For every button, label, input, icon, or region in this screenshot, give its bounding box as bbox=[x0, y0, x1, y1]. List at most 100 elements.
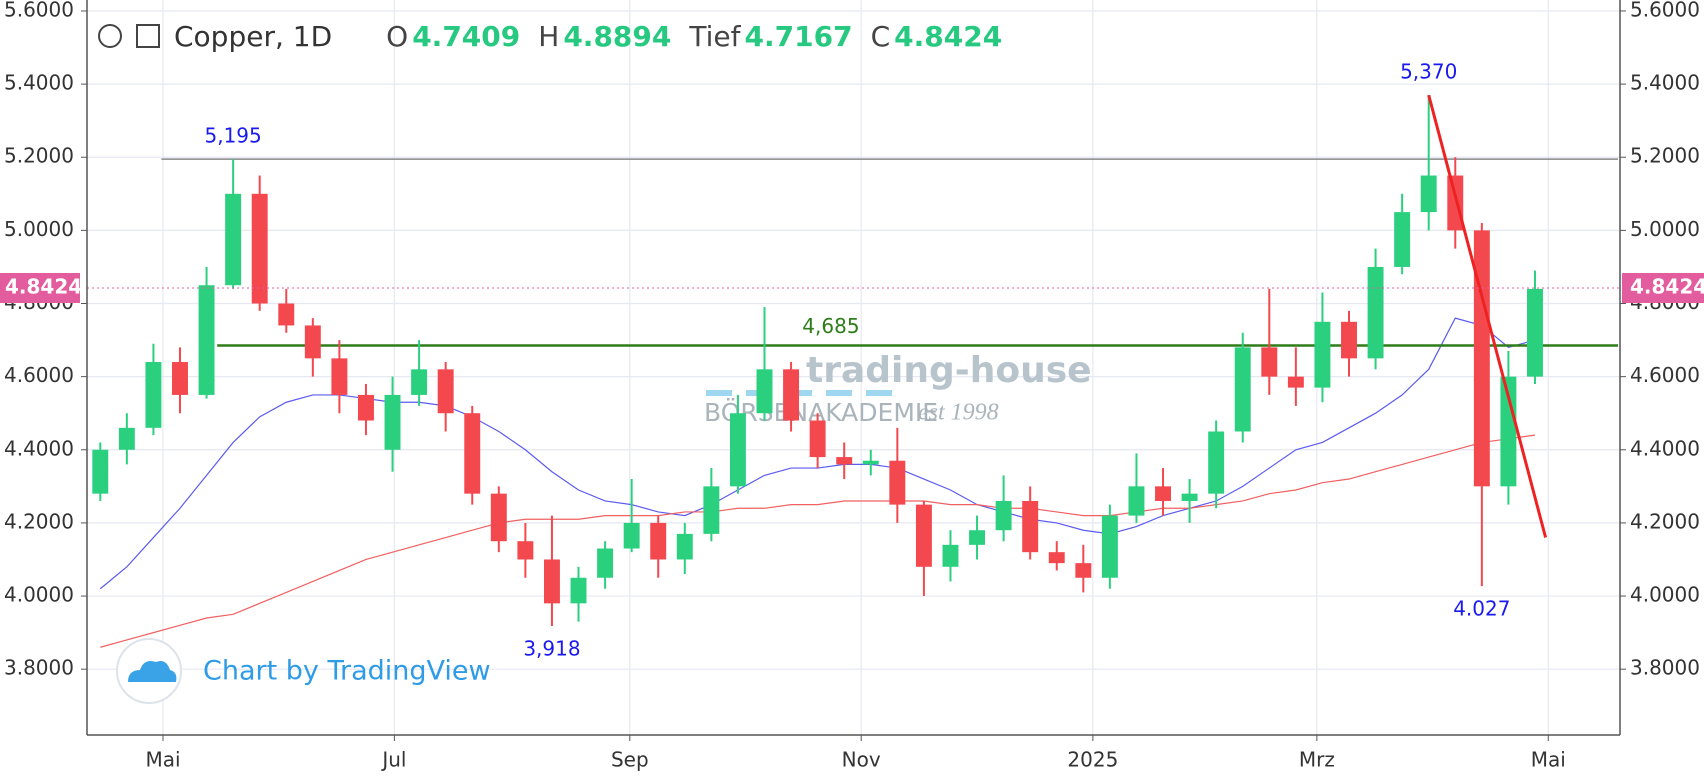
y2-tick-label: 4.6000 bbox=[1630, 363, 1700, 387]
candle-body bbox=[703, 486, 720, 534]
y2-tick-label: 4.2000 bbox=[1630, 509, 1700, 533]
y-tick-label: 3.8000 bbox=[4, 656, 74, 680]
x-tick-label: 2025 bbox=[1067, 748, 1118, 772]
last-price-label: 4.8424 bbox=[1630, 275, 1704, 299]
annotation: 4.027 bbox=[1453, 597, 1510, 621]
compare-icon[interactable] bbox=[136, 24, 160, 48]
y2-tick-label: 4.0000 bbox=[1630, 583, 1700, 607]
candle-body bbox=[836, 457, 853, 465]
candle-body bbox=[1075, 563, 1092, 578]
candle-body bbox=[145, 362, 162, 428]
ohlc-value: 4.8424 bbox=[894, 19, 1003, 53]
x-tick-label: Mrz bbox=[1299, 748, 1335, 772]
y-tick-label: 4.6000 bbox=[4, 363, 74, 387]
candle-body bbox=[1420, 175, 1437, 213]
candle-body bbox=[1155, 486, 1171, 501]
candle-body bbox=[172, 362, 188, 395]
candle-body bbox=[1527, 288, 1543, 377]
annotation: 3,918 bbox=[523, 637, 580, 661]
candle-body bbox=[676, 533, 693, 560]
ohlc-value: 4.7409 bbox=[412, 19, 521, 53]
candle-body bbox=[1341, 321, 1357, 359]
candle-body bbox=[517, 541, 534, 560]
candle-body bbox=[1208, 431, 1225, 494]
candle-body bbox=[331, 358, 348, 395]
candle-body bbox=[118, 427, 135, 450]
candle-body bbox=[889, 460, 906, 505]
candle-body bbox=[1314, 321, 1331, 388]
level-label: 4,685 bbox=[802, 314, 859, 338]
candle-body bbox=[623, 522, 640, 549]
candle-body bbox=[1447, 175, 1464, 231]
watermark-dash bbox=[706, 390, 732, 396]
y-tick-label: 4.2000 bbox=[4, 509, 74, 533]
candle-body bbox=[92, 449, 109, 494]
y-tick-label: 5.2000 bbox=[4, 144, 74, 168]
y2-tick-label: 5.0000 bbox=[1630, 217, 1700, 241]
y-tick-label: 4.4000 bbox=[4, 436, 74, 460]
candle-body bbox=[809, 420, 826, 458]
candle-body bbox=[570, 577, 587, 604]
candle-body bbox=[278, 303, 295, 326]
candle-body bbox=[411, 369, 428, 395]
y2-tick-label: 5.2000 bbox=[1630, 144, 1700, 168]
ohlc-key: O bbox=[386, 19, 409, 53]
last-price-label: 4.8424 bbox=[5, 275, 82, 299]
ohlc-key: C bbox=[870, 19, 891, 53]
candle-body bbox=[543, 559, 560, 604]
watermark: trading-house BÖRSENAKADEMIE est 1998 bbox=[704, 350, 1092, 427]
candle-body bbox=[357, 394, 374, 421]
candle-body bbox=[783, 369, 800, 421]
grid bbox=[87, 0, 1620, 735]
plot-area: 4,685 5,195 3,918 5,370 4.027 bbox=[87, 60, 1620, 661]
watermark-dash bbox=[826, 390, 852, 396]
candle-body bbox=[969, 530, 986, 545]
candle-body bbox=[915, 504, 932, 567]
x-tick-label: Sep bbox=[611, 748, 649, 772]
y2-tick-label: 4.4000 bbox=[1630, 436, 1700, 460]
y2-tick-label: 5.4000 bbox=[1630, 71, 1700, 95]
ohlc-key: Tief bbox=[689, 19, 741, 53]
credit: Chart by TradingView bbox=[116, 638, 491, 704]
watermark-dash bbox=[866, 390, 892, 396]
last-price-box bbox=[0, 273, 80, 304]
x-tick-label: Nov bbox=[842, 748, 881, 772]
candle-body bbox=[198, 285, 215, 395]
candle-body bbox=[304, 325, 321, 359]
trendline bbox=[1427, 94, 1548, 538]
y-tick-label: 4.0000 bbox=[4, 583, 74, 607]
y-tick-label: 5.4000 bbox=[4, 71, 74, 95]
candle-body bbox=[464, 413, 481, 494]
candle-body bbox=[729, 413, 746, 487]
candle-body bbox=[251, 193, 268, 304]
candle-body bbox=[597, 548, 614, 578]
candle-body bbox=[1128, 486, 1145, 516]
annotation: 5,195 bbox=[204, 124, 261, 148]
ohlc-value: 4.7167 bbox=[744, 19, 853, 53]
candle-body bbox=[1048, 552, 1065, 564]
symbol-title[interactable]: Copper, 1D bbox=[174, 19, 333, 53]
watermark-tag: est 1998 bbox=[918, 400, 999, 426]
candle-body bbox=[1500, 376, 1517, 487]
candle-body bbox=[1367, 266, 1384, 359]
candle-body bbox=[1234, 347, 1251, 432]
y2-tick-label: 5.6000 bbox=[1630, 0, 1700, 21]
candle-body bbox=[225, 193, 242, 286]
ohlc-value: 4.8894 bbox=[563, 19, 672, 53]
ohlc-key: H bbox=[538, 19, 560, 53]
candle-body bbox=[942, 544, 959, 567]
candle-body bbox=[1022, 500, 1039, 553]
candle-body bbox=[650, 522, 667, 560]
candle-body bbox=[384, 394, 401, 450]
last-price-box bbox=[1622, 273, 1704, 304]
dropdown-icon[interactable] bbox=[98, 24, 122, 48]
candle-body bbox=[490, 493, 507, 542]
candle-body bbox=[862, 460, 879, 465]
candle-body bbox=[437, 369, 454, 414]
candle-body bbox=[1181, 493, 1198, 501]
watermark-title: trading-house bbox=[806, 350, 1092, 391]
ohlc: O 4.7409 H 4.8894 Tief 4.7167 C 4.8424 bbox=[372, 20, 1002, 53]
